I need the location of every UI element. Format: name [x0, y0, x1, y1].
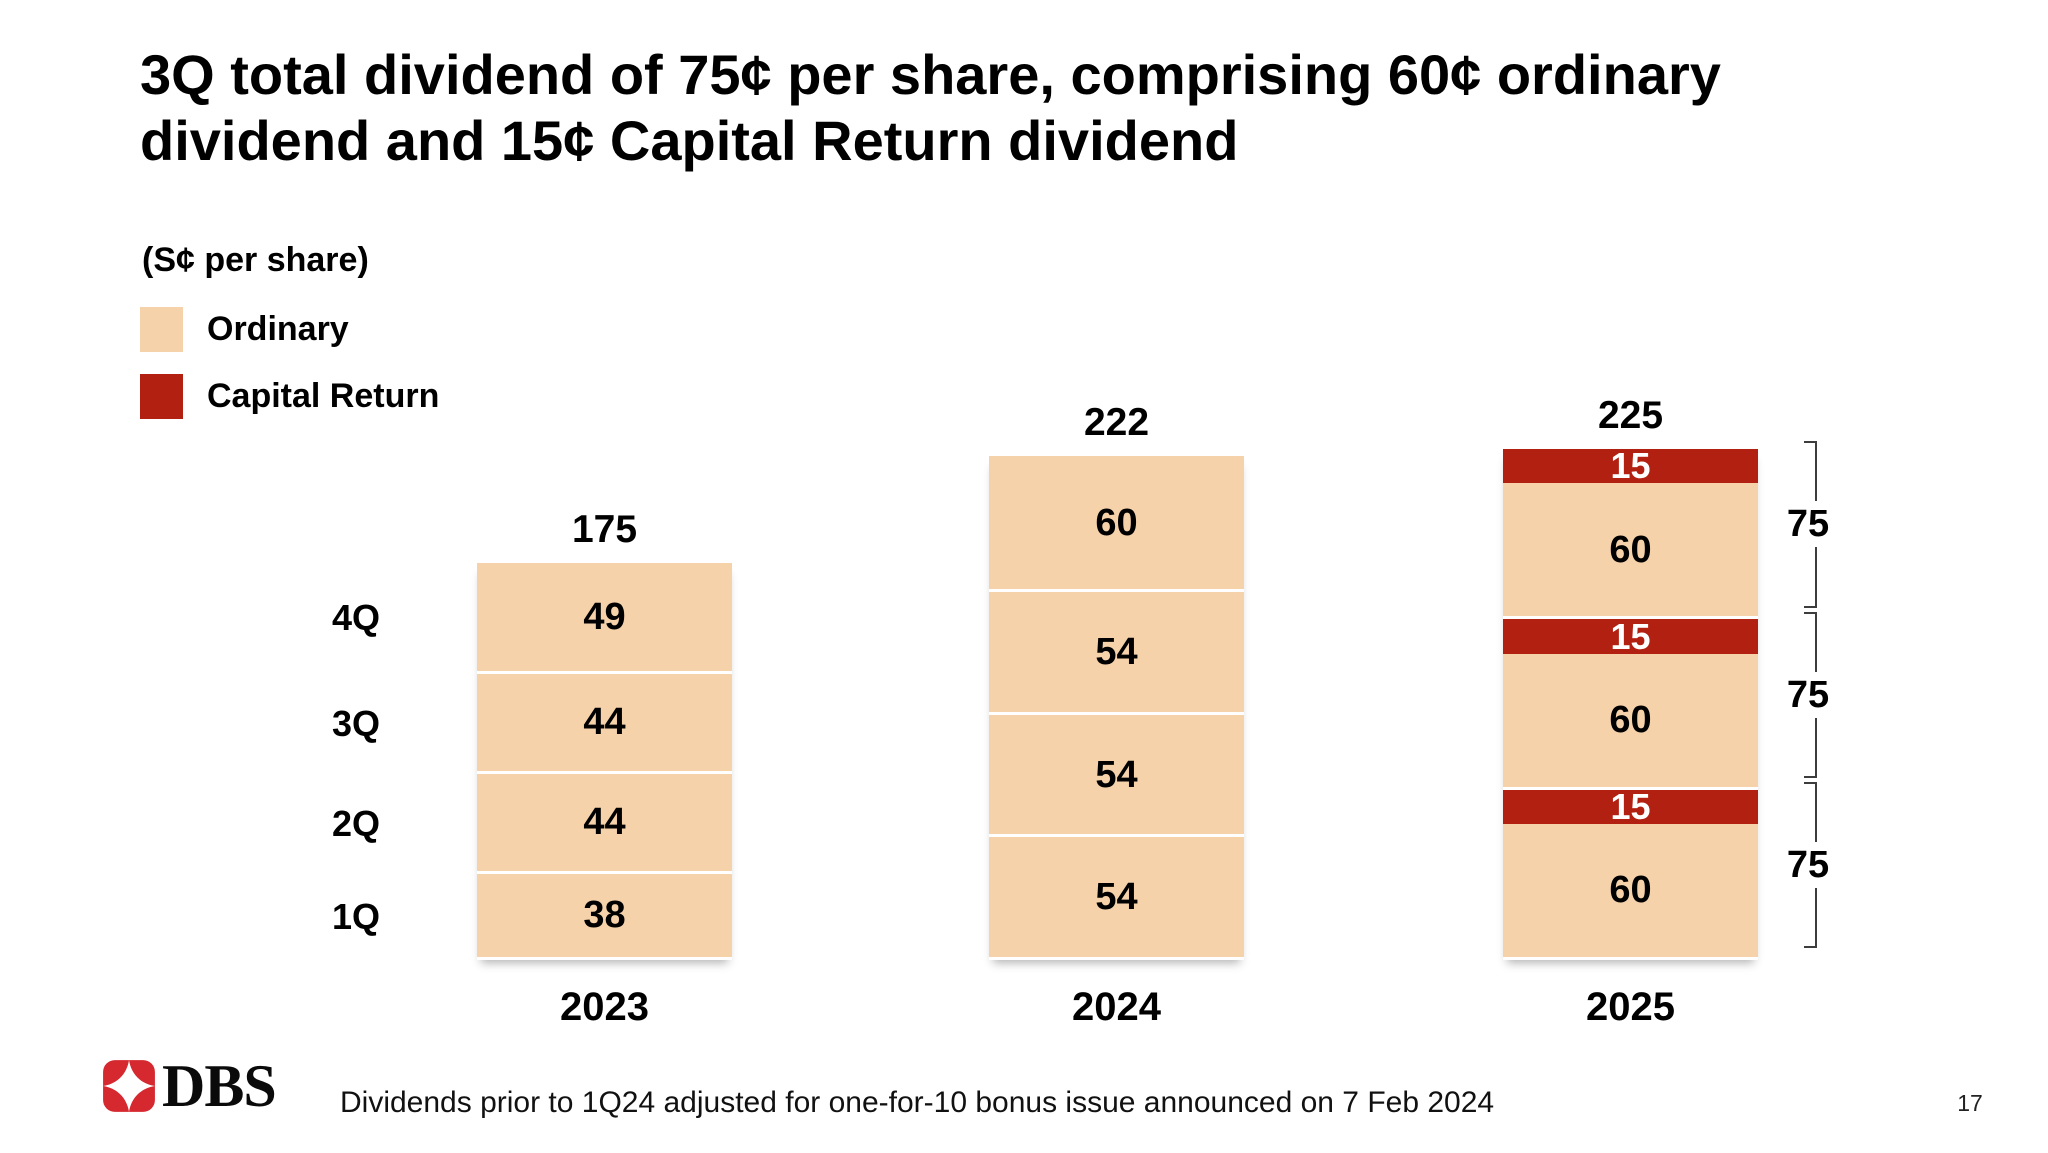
legend-row-capital-return: Capital Return: [140, 374, 439, 419]
segment-value-label: 44: [583, 801, 626, 844]
bar-2025-segment-capital-0: 15: [1503, 445, 1758, 487]
dbs-logo-wordmark: DBS: [162, 1053, 277, 1119]
bar-2025: 15 60 15 60 15 60: [1503, 445, 1758, 960]
bar-2023-segment-ordinary-1: 44: [477, 673, 732, 774]
dbs-logo-icon: [103, 1060, 155, 1112]
bar-2025-segment-ordinary-1: 60: [1503, 483, 1758, 620]
segment-value-label: 54: [1095, 753, 1138, 796]
segment-value-label: 15: [1610, 615, 1651, 657]
dbs-logo: DBS: [102, 1053, 277, 1119]
segment-value-label: 44: [583, 701, 626, 744]
quarter-label-2Q: 2Q: [331, 802, 380, 844]
quarter-label-3Q: 3Q: [331, 702, 380, 744]
page-number: 17: [1957, 1090, 1983, 1116]
legend-label-ordinary: Ordinary: [207, 310, 349, 348]
segment-value-label: 60: [1609, 528, 1652, 571]
segment-value-label: 60: [1609, 869, 1652, 912]
quarter-label-1Q: 1Q: [331, 895, 380, 937]
legend-label-capital-return: Capital Return: [207, 377, 440, 415]
bar-2025-segment-capital-2: 15: [1503, 615, 1758, 657]
total-label-2025: 225: [1597, 394, 1664, 438]
bar-2024-segment-ordinary-1: 54: [989, 592, 1244, 715]
legend-swatch-capital-return: [140, 374, 183, 419]
year-label-2025: 2025: [1586, 985, 1675, 1029]
bar-2024-segment-ordinary-3: 54: [989, 837, 1244, 960]
legend-row-ordinary: Ordinary: [140, 307, 439, 352]
segment-value-label: 60: [1095, 501, 1138, 544]
bar-2023-segment-ordinary-0: 49: [477, 562, 732, 674]
bar-2024-segment-ordinary-2: 54: [989, 714, 1244, 838]
bar-2025-segment-capital-4: 15: [1503, 785, 1758, 827]
segment-value-label: 60: [1609, 699, 1652, 742]
footnote: Dividends prior to 1Q24 adjusted for one…: [340, 1086, 1495, 1119]
bar-2023-segment-ordinary-3: 38: [477, 873, 732, 960]
unit-axis-label: (S¢ per share): [142, 241, 369, 279]
segment-value-label: 54: [1095, 631, 1138, 674]
segment-value-label: 15: [1610, 445, 1651, 487]
segment-value-label: 15: [1610, 785, 1651, 827]
quarter-label-4Q: 4Q: [331, 597, 380, 639]
legend-swatch-ordinary: [140, 307, 183, 352]
bar-2024-segment-ordinary-0: 60: [989, 456, 1244, 593]
year-label-2023: 2023: [560, 985, 649, 1029]
bar-2025-segment-ordinary-5: 60: [1503, 823, 1758, 960]
segment-value-label: 49: [583, 595, 626, 638]
year-label-2024: 2024: [1072, 985, 1161, 1029]
group-total-label-3: 75: [1779, 841, 1837, 888]
slide-title-line-1: 3Q total dividend of 75¢ per share, comp…: [140, 43, 1721, 106]
bar-2025-segment-ordinary-3: 60: [1503, 653, 1758, 790]
slide-title-line-2: dividend and 15¢ Capital Return dividend: [140, 109, 1239, 172]
bar-2024: 60 54 54 54: [989, 456, 1244, 960]
slide-title: 3Q total dividend of 75¢ per share, comp…: [140, 42, 1940, 174]
segment-value-label: 38: [583, 894, 626, 937]
bar-2023-segment-ordinary-2: 44: [477, 773, 732, 874]
bar-2023: 49 44 44 38: [477, 562, 732, 960]
total-label-2024: 222: [1083, 401, 1150, 445]
total-label-2023: 175: [571, 507, 638, 551]
segment-value-label: 54: [1095, 876, 1138, 919]
group-total-label-1: 75: [1779, 501, 1837, 548]
group-total-label-2: 75: [1779, 671, 1837, 718]
chart-legend: Ordinary Capital Return: [140, 307, 439, 441]
